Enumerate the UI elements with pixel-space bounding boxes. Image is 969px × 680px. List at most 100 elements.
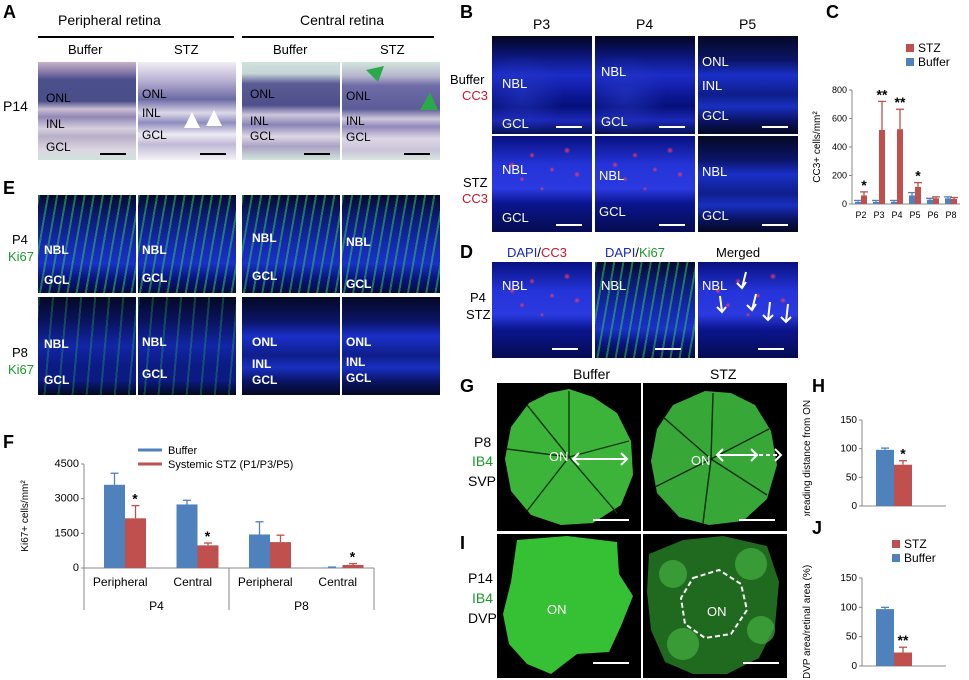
y-axis-label: Spreading distance from ON: [802, 400, 813, 516]
y-tick-label: 600: [832, 114, 847, 124]
optic-nerve-label: ON: [549, 449, 569, 464]
legend-swatch: [906, 44, 914, 52]
central-retina-header: Central retina: [300, 12, 385, 28]
d-col2-label: DAPI/Ki67: [605, 245, 665, 260]
layer-nbl: NBL: [44, 243, 69, 257]
bar: [915, 186, 921, 204]
legend-swatch: [892, 540, 900, 548]
x-tick-label: Central: [173, 575, 212, 589]
retina-flatmount-icon: [505, 389, 633, 525]
y-tick-label: 3000: [55, 493, 79, 505]
flatmount-stz-svp: ON: [643, 383, 787, 531]
layer-inl: INL: [250, 114, 269, 128]
layer-gcl: GCL: [142, 128, 167, 142]
bar: [876, 449, 894, 506]
bar: [945, 198, 951, 204]
layer-inl: INL: [702, 78, 723, 93]
divider-central: [242, 36, 434, 38]
y-axis-label: DVP area/retinal area (%): [802, 565, 813, 678]
y-tick-label: 400: [832, 142, 847, 152]
significance-marker: **: [898, 632, 909, 648]
bar: [270, 542, 291, 568]
scale-bar: [200, 153, 226, 155]
x-tick-label: Peripheral: [238, 575, 293, 589]
optic-nerve-label: ON: [707, 604, 727, 619]
y-tick-label: 100: [840, 602, 857, 613]
e-row1-ki67: Ki67: [8, 249, 35, 264]
x-tick-label: P3: [873, 210, 884, 220]
layer-onl: ONL: [142, 87, 167, 101]
significance-marker: *: [900, 446, 906, 462]
bar: [927, 199, 933, 204]
retina-flatmount-icon: [503, 536, 633, 674]
white-arrowhead-icon: [184, 110, 222, 128]
b-col-p4: P4: [636, 16, 654, 32]
bar: [897, 129, 903, 204]
bar: [125, 518, 146, 568]
panel-g-label: G: [460, 376, 475, 396]
x-tick-label: P8: [945, 210, 956, 220]
significance-marker: *: [915, 168, 921, 184]
flatmount-buffer-dvp: ON: [497, 534, 641, 678]
scale-bar: [404, 153, 430, 155]
bar: [873, 201, 879, 204]
bar: [197, 545, 219, 568]
chart-f: 0 1500 3000 4500 Ki67+ cells/mm² Peripheral * C…: [20, 445, 375, 613]
b-row1-buffer: Buffer: [450, 72, 485, 87]
layer-nbl: NBL: [599, 168, 625, 183]
a-col-buffer-1: Buffer: [68, 42, 103, 57]
x-tick-label: P5: [909, 210, 920, 220]
layer-nbl: NBL: [346, 235, 371, 249]
bar: [876, 609, 894, 666]
bar: [909, 195, 915, 204]
chart-j: 0 50 100 150 DVP area/retinal area (%) ** STZB…: [802, 537, 946, 678]
layer-onl: ONL: [250, 87, 275, 101]
retina-flatmount-icon: [651, 391, 777, 525]
x-tick-label: P6: [927, 210, 938, 220]
scale-bar: [762, 126, 788, 128]
d-col2-dapi: DAPI: [605, 245, 636, 260]
significance-marker: *: [350, 549, 356, 565]
legend-swatch: [892, 554, 900, 562]
layer-gcl: GCL: [702, 208, 729, 223]
b-row2-stz: STZ: [463, 175, 488, 190]
bar: [104, 484, 125, 568]
i-row-p14: P14: [468, 570, 493, 586]
scale-bar: [659, 126, 685, 128]
y-tick-label: 100: [840, 444, 857, 455]
micrograph-e-p8-central-stz: ONL INL GCL: [342, 297, 440, 395]
d-col3-label: Merged: [716, 245, 761, 260]
white-arrow-icon: [716, 271, 792, 324]
y-tick-label: 150: [840, 573, 857, 584]
e-row2-p8: P8: [12, 345, 28, 360]
legend-swatch: [906, 58, 914, 66]
micrograph-e-p8-peripheral-buffer: NBL GCL: [38, 297, 136, 395]
green-arrowhead-icon: [366, 66, 438, 110]
g-row-p8: P8: [474, 434, 492, 450]
micrograph-stz-p3: NBL GCL: [492, 136, 592, 232]
y-tick-label: 0: [851, 501, 857, 512]
d-col1-dapi: DAPI: [507, 245, 538, 260]
d-col1-label: DAPI/CC3: [507, 245, 567, 260]
layer-gcl: GCL: [46, 140, 71, 154]
layer-onl: ONL: [46, 91, 71, 105]
scale-bar: [593, 662, 629, 664]
layer-gcl: GCL: [142, 367, 168, 381]
layer-nbl: NBL: [252, 231, 277, 245]
layer-gcl: GCL: [502, 116, 529, 131]
histology-peripheral-stz: ONL INL GCL: [138, 62, 236, 160]
significance-marker: *: [132, 491, 138, 507]
scale-bar: [556, 126, 582, 128]
micrograph-e-p8-central-buffer: ONL INL GCL: [242, 297, 340, 395]
layer-gcl: GCL: [502, 210, 529, 225]
layer-gcl: GCL: [142, 271, 168, 285]
y-tick-label: 1500: [55, 527, 79, 539]
bar: [933, 198, 939, 204]
micrograph-e-p4-central-stz: NBL GCL: [342, 195, 440, 293]
a-row-p14: P14: [3, 98, 28, 114]
x-tick-label: Central: [318, 575, 357, 589]
a-col-stz-2: STZ: [380, 42, 405, 57]
scale-bar: [659, 224, 685, 226]
g-row-ib4: IB4: [472, 453, 494, 469]
double-arrow-icon: [715, 448, 783, 462]
